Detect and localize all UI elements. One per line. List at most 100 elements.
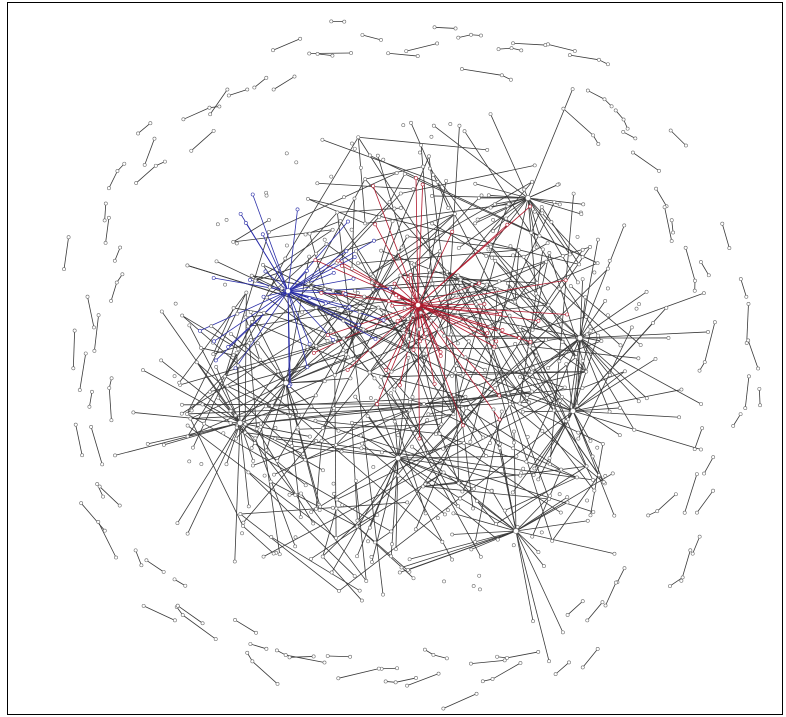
node: [580, 277, 585, 281]
hub-spoke-edge: [142, 369, 241, 424]
node: [329, 174, 334, 179]
edge: [523, 242, 548, 258]
ring-node: [690, 551, 695, 556]
node: [412, 262, 416, 267]
node: [417, 327, 422, 332]
ring-node: [264, 646, 269, 651]
ring-edge: [623, 131, 636, 139]
edge: [245, 317, 261, 360]
edge: [308, 178, 366, 284]
node: [574, 355, 579, 359]
ring-node: [669, 239, 674, 243]
red-node: [325, 333, 330, 337]
hub-spoke-edge: [527, 88, 573, 199]
edge: [242, 525, 274, 554]
blue-node: [261, 294, 266, 299]
ring-node: [405, 683, 409, 688]
ring-node: [572, 49, 577, 53]
node: [369, 280, 374, 285]
ring-edge: [704, 322, 716, 363]
edge: [420, 180, 447, 313]
node: [314, 344, 319, 349]
node: [296, 413, 301, 418]
ring-node: [207, 105, 212, 110]
hub-spoke-edge: [494, 197, 529, 205]
ring-edge: [605, 582, 617, 606]
edge: [322, 556, 363, 601]
red-edge: [374, 224, 419, 306]
edge: [365, 203, 509, 224]
edge: [190, 261, 547, 419]
hub-spoke-edge: [433, 125, 529, 199]
node: [253, 436, 258, 441]
node: [449, 332, 454, 337]
node: [584, 464, 589, 469]
node: [560, 394, 564, 399]
node: [425, 454, 430, 458]
node: [276, 369, 281, 374]
node: [334, 506, 339, 511]
node: [307, 231, 312, 236]
node: [208, 389, 212, 394]
red-node: [485, 331, 490, 336]
node: [392, 206, 397, 211]
node: [525, 434, 530, 439]
node: [623, 369, 627, 374]
edge: [181, 403, 459, 406]
node: [255, 341, 260, 346]
ring-node: [213, 637, 218, 641]
ring-edge: [228, 89, 248, 96]
hub-spoke-edge: [239, 422, 254, 462]
node: [258, 421, 263, 426]
hub-spoke-edge: [375, 400, 399, 459]
edge: [250, 299, 337, 341]
ring-node: [697, 534, 702, 539]
node: [511, 446, 516, 451]
node: [529, 230, 534, 235]
node: [254, 426, 259, 431]
node: [352, 196, 357, 201]
ring-node: [456, 35, 461, 40]
blue-node: [356, 323, 361, 327]
edge: [577, 327, 633, 439]
ring-node: [711, 488, 715, 493]
ring-node: [62, 267, 66, 272]
node: [301, 452, 306, 457]
node: [413, 527, 418, 532]
node: [318, 504, 323, 509]
ring-node: [441, 706, 446, 711]
node: [507, 402, 512, 407]
node: [264, 193, 269, 198]
blue-edge: [213, 277, 289, 292]
node: [456, 401, 461, 406]
node: [411, 187, 416, 191]
ring-edge: [747, 340, 759, 369]
red-edge: [417, 279, 566, 306]
red-edge: [417, 304, 464, 426]
node: [223, 374, 227, 379]
node: [486, 247, 491, 252]
blue-edge: [287, 290, 310, 345]
edge: [265, 405, 594, 513]
ring-edge: [317, 53, 333, 57]
node: [405, 500, 410, 505]
ring-node: [275, 682, 280, 686]
ring-node: [225, 87, 230, 92]
node: [427, 166, 432, 171]
node: [253, 278, 258, 283]
node: [159, 309, 164, 314]
ring-node: [342, 19, 347, 24]
node: [484, 282, 489, 287]
ring-node: [646, 513, 651, 518]
ring-node: [120, 272, 125, 277]
ring-node: [200, 621, 205, 626]
ring-node: [322, 660, 327, 665]
ring-node: [181, 117, 186, 122]
node: [457, 123, 462, 128]
red-node: [498, 312, 502, 316]
node: [295, 425, 300, 430]
hub-spoke-edge: [515, 530, 615, 555]
node: [368, 272, 373, 277]
node: [324, 242, 329, 246]
hub-spoke-edge: [579, 225, 625, 339]
